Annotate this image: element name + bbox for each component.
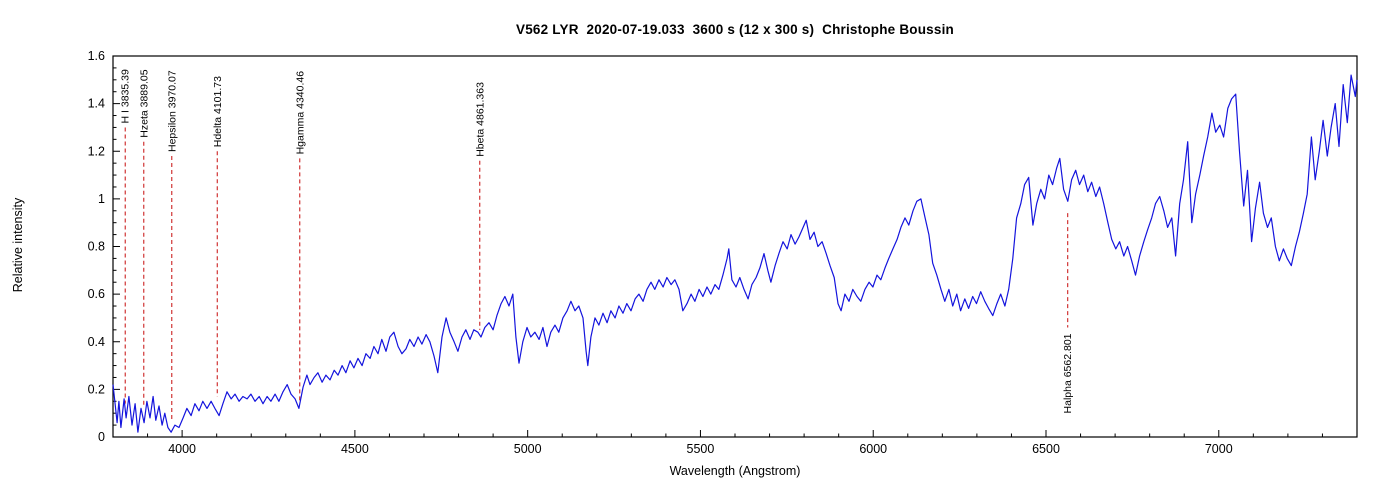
x-tick-label: 6500 bbox=[1032, 442, 1060, 456]
y-tick-label: 0.6 bbox=[88, 287, 105, 301]
spectral-line-label: Hepsilon 3970.07 bbox=[166, 70, 178, 152]
spectral-line-label: Hzeta 3889.05 bbox=[138, 69, 150, 137]
spectral-line-label: Hgamma 4340.46 bbox=[294, 71, 306, 155]
x-tick-label: 6000 bbox=[859, 442, 887, 456]
x-tick-label: 7000 bbox=[1205, 442, 1233, 456]
y-tick-label: 0 bbox=[98, 430, 105, 444]
spectrum-curve bbox=[112, 74, 1358, 433]
x-tick-label: 4000 bbox=[168, 442, 196, 456]
x-tick-label: 4500 bbox=[341, 442, 369, 456]
y-tick-label: 0.4 bbox=[88, 335, 105, 349]
spectral-line-label: H I 3835.39 bbox=[120, 69, 132, 123]
x-tick-label: 5500 bbox=[687, 442, 715, 456]
y-tick-label: 1 bbox=[98, 192, 105, 206]
y-tick-label: 1.2 bbox=[88, 144, 105, 158]
y-tick-label: 1.4 bbox=[88, 97, 105, 111]
y-tick-label: 1.6 bbox=[88, 49, 105, 63]
x-tick-label: 5000 bbox=[514, 442, 542, 456]
y-tick-label: 0.8 bbox=[88, 240, 105, 254]
spectral-line-label: Hbeta 4861.363 bbox=[474, 82, 486, 157]
spectral-line-label: Hdelta 4101.73 bbox=[212, 76, 224, 147]
spectral-line-label: Halpha 6562.801 bbox=[1062, 333, 1074, 413]
chart-title: V562 LYR 2020-07-19.033 3600 s (12 x 300… bbox=[516, 22, 954, 37]
x-axis-label: Wavelength (Angstrom) bbox=[669, 464, 801, 478]
y-tick-label: 0.2 bbox=[88, 382, 105, 396]
